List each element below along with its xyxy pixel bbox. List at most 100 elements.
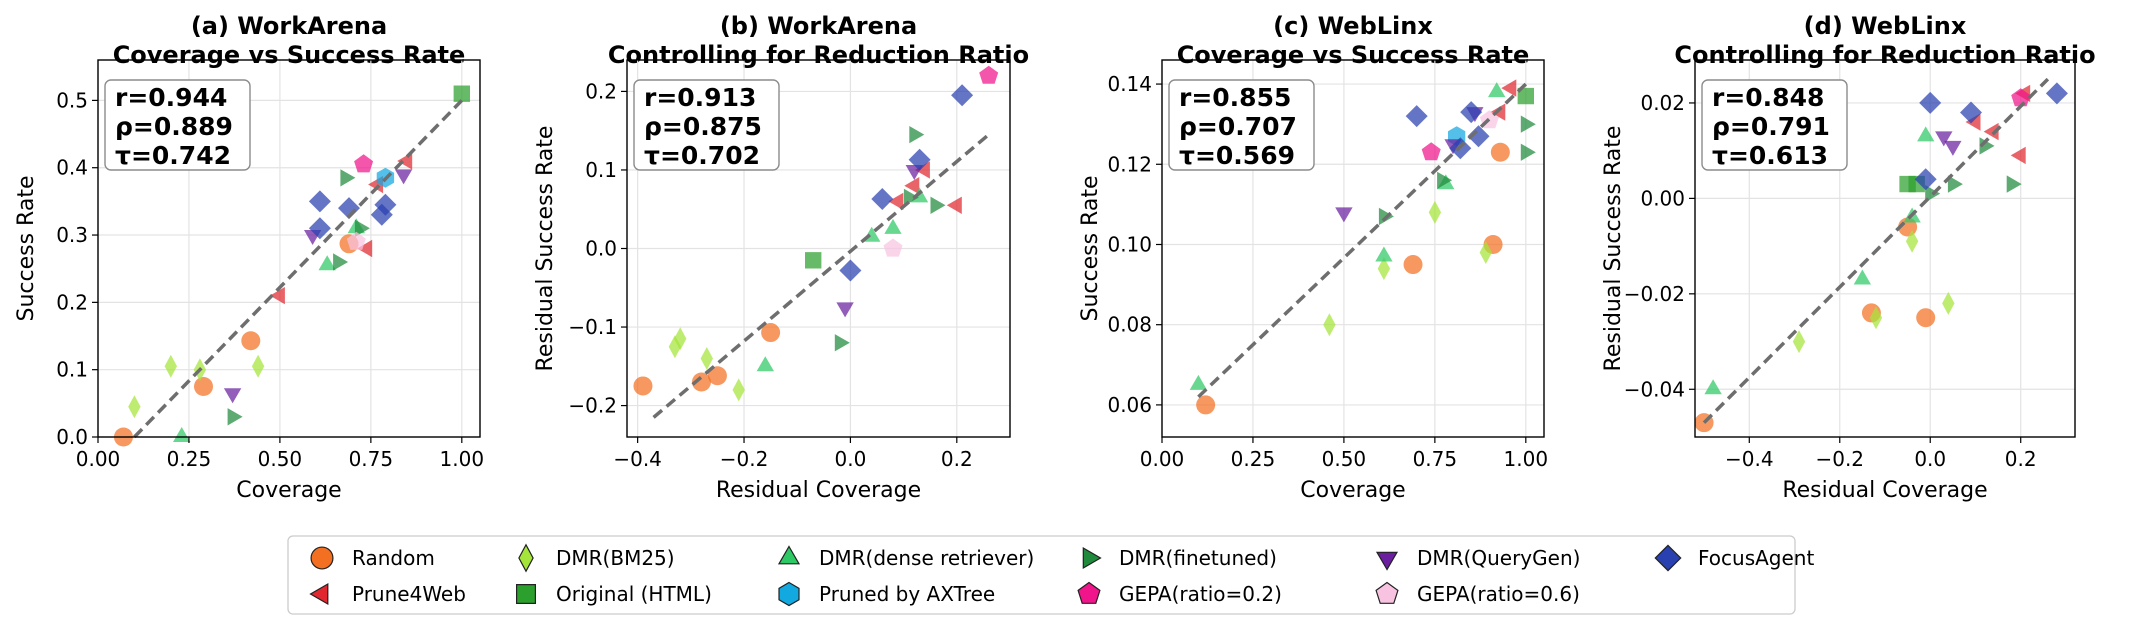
y-tick-label: −0.04 (1624, 377, 1685, 401)
y-tick-label: 0.1 (585, 158, 617, 182)
data-point (700, 347, 713, 370)
x-axis-label: Coverage (236, 478, 341, 503)
legend-item-querygen: DMR(QueryGen) (1375, 546, 1580, 571)
x-tick-label: 0.00 (76, 447, 121, 471)
data-point (839, 259, 862, 282)
y-tick-label: 0.12 (1107, 152, 1152, 176)
data-point (333, 253, 349, 271)
chart-title-line2: Controlling for Reduction Ratio (1674, 41, 2095, 69)
legend-marker (1375, 581, 1399, 604)
legend-marker (1082, 546, 1102, 570)
data-point (908, 148, 931, 171)
y-tick-label: 0.1 (56, 358, 88, 382)
fit-line (133, 99, 464, 439)
stats-box (1701, 79, 1848, 171)
x-tick-label: 0.25 (167, 447, 212, 471)
stats-line: ρ=0.707 (1179, 112, 1297, 141)
stats-line: τ=0.742 (115, 141, 231, 170)
data-point (1405, 105, 1428, 128)
data-point (883, 238, 903, 257)
data-point (1375, 246, 1393, 262)
data-point (1189, 374, 1207, 390)
data-point (1917, 126, 1935, 142)
y-axis-label: Residual Success Rate (1601, 126, 1626, 372)
chart-title-line2: Coverage vs Success Rate (113, 41, 466, 69)
stats-line: τ=0.702 (644, 141, 760, 170)
data-point (128, 395, 141, 419)
data-point (756, 356, 774, 372)
data-point (834, 334, 850, 352)
data-point (930, 196, 946, 214)
data-point (269, 287, 285, 305)
data-point (1467, 125, 1490, 148)
x-tick-label: 0.75 (1413, 447, 1458, 471)
legend-marker (1375, 551, 1399, 571)
data-point (1944, 140, 1962, 156)
data-point (241, 331, 261, 351)
fit-line (1702, 77, 2050, 424)
x-tick-label: 0.2 (2005, 447, 2037, 471)
y-tick-label: 0.2 (585, 79, 617, 103)
x-tick-label: −0.4 (1725, 447, 1774, 471)
data-point (1335, 207, 1353, 223)
axes-frame (1694, 59, 2076, 438)
legend-item-finetuned: DMR(finetuned) (1082, 546, 1277, 570)
data-point (251, 354, 265, 378)
data-point (1919, 91, 1942, 114)
y-tick-label: 0.4 (56, 156, 88, 180)
data-point (884, 218, 902, 234)
chart-title-line2: Controlling for Reduction Ratio (608, 41, 1029, 69)
stats-line: r=0.855 (1179, 83, 1291, 112)
y-tick-label: 0.00 (1640, 186, 1685, 210)
data-point (1377, 257, 1391, 281)
data-point (951, 84, 974, 107)
data-point (374, 193, 397, 216)
y-tick-label: 0.10 (1107, 232, 1152, 256)
legend-label: Prune4Web (352, 582, 466, 606)
data-point (1490, 142, 1510, 162)
data-point (1914, 168, 1937, 191)
data-point (674, 327, 687, 351)
legend-label: DMR(BM25) (556, 546, 675, 570)
y-tick-label: 0.02 (1640, 91, 1685, 115)
data-point (1501, 79, 1517, 97)
legend-marker (310, 546, 334, 570)
stats-box (633, 79, 780, 171)
data-point (318, 255, 336, 271)
x-tick-label: 0.25 (1231, 447, 1276, 471)
y-tick-label: 0.14 (1107, 72, 1152, 96)
data-point (871, 188, 894, 210)
data-point (1323, 313, 1336, 337)
data-point (1942, 291, 1955, 315)
y-tick-label: 0.08 (1107, 313, 1152, 337)
fit-line (652, 133, 990, 419)
data-point (761, 323, 781, 343)
axes-frame (1161, 59, 1545, 438)
legend-label: FocusAgent (1698, 546, 1814, 570)
data-point (227, 408, 243, 426)
legend-item-random: Random (310, 546, 435, 570)
legend-label: DMR(finetuned) (1119, 546, 1277, 570)
data-point (946, 196, 962, 214)
x-tick-label: −0.2 (720, 447, 769, 471)
data-point (1983, 122, 1999, 141)
legend-label: Pruned by AXTree (819, 582, 995, 606)
legend-marker (518, 543, 534, 573)
legend-marker (516, 584, 536, 604)
data-point (357, 239, 373, 258)
y-tick-label: 0.3 (56, 223, 88, 247)
axes-frame (97, 59, 481, 438)
legend-label: GEPA(ratio=0.6) (1417, 582, 1580, 606)
x-tick-label: 0.00 (1140, 447, 1185, 471)
data-point (1520, 143, 1536, 161)
chart-title-line1: (b) WorkArena (720, 12, 917, 40)
data-point (888, 192, 904, 210)
chart-title-line1: (d) WebLinx (1804, 12, 1967, 40)
legend-box (287, 535, 1796, 615)
data-point (1869, 306, 1883, 330)
data-point (1437, 171, 1453, 189)
stats-box (104, 79, 251, 171)
data-point (354, 219, 370, 237)
